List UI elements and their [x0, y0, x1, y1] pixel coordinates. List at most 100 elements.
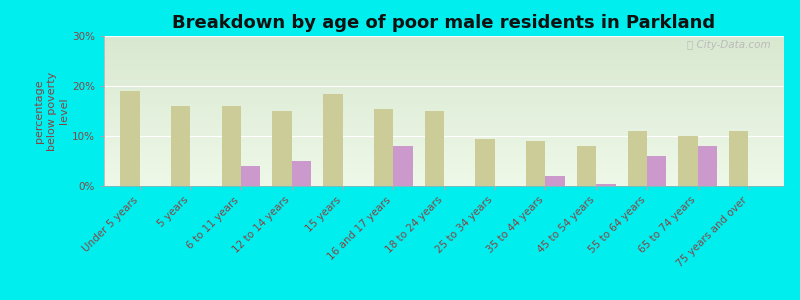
Bar [104, 135, 784, 136]
Bar [104, 102, 784, 104]
Bar [425, 111, 444, 186]
Bar [104, 74, 784, 75]
Bar [104, 110, 784, 111]
Bar [104, 64, 784, 66]
Text: Ⓢ City-Data.com: Ⓢ City-Data.com [686, 40, 770, 50]
Bar [104, 167, 784, 168]
Bar [546, 176, 565, 186]
Bar [104, 46, 784, 48]
Bar [104, 36, 784, 38]
Bar [104, 171, 784, 172]
Bar [104, 42, 784, 44]
Bar [104, 153, 784, 154]
Bar [104, 132, 784, 134]
Bar [104, 84, 784, 86]
Y-axis label: percentage
below poverty
level: percentage below poverty level [34, 71, 69, 151]
Bar [104, 129, 784, 130]
Bar [104, 88, 784, 90]
Bar [104, 148, 784, 150]
Bar [104, 51, 784, 52]
Bar [104, 45, 784, 46]
Bar [577, 146, 596, 186]
Bar [104, 172, 784, 174]
Bar [104, 48, 784, 50]
Bar [104, 169, 784, 171]
Bar [104, 126, 784, 128]
Bar [104, 174, 784, 176]
Bar [104, 93, 784, 94]
Bar [104, 177, 784, 178]
Bar [104, 128, 784, 129]
Bar [104, 80, 784, 81]
Bar [104, 164, 784, 165]
Bar [273, 111, 292, 186]
Bar [104, 87, 784, 88]
Bar [374, 109, 394, 186]
Bar [104, 134, 784, 135]
Bar [104, 182, 784, 183]
Bar [104, 94, 784, 96]
Bar [104, 146, 784, 147]
Bar [104, 100, 784, 102]
Bar [241, 166, 260, 186]
Bar [104, 136, 784, 138]
Bar [104, 61, 784, 63]
Bar [104, 162, 784, 164]
Bar [104, 184, 784, 186]
Bar [104, 56, 784, 57]
Bar [628, 131, 647, 186]
Bar [104, 44, 784, 45]
Title: Breakdown by age of poor male residents in Parkland: Breakdown by age of poor male residents … [173, 14, 715, 32]
Bar [104, 70, 784, 72]
Bar [104, 60, 784, 61]
Bar [222, 106, 241, 186]
Bar [104, 158, 784, 159]
Bar [104, 92, 784, 93]
Bar [526, 141, 546, 186]
Bar [323, 94, 342, 186]
Bar [104, 72, 784, 74]
Bar [171, 106, 190, 186]
Bar [104, 106, 784, 108]
Bar [104, 159, 784, 160]
Bar [104, 111, 784, 112]
Bar [596, 184, 615, 186]
Bar [104, 117, 784, 118]
Bar [104, 57, 784, 58]
Bar [104, 54, 784, 56]
Bar [104, 123, 784, 124]
Bar [104, 75, 784, 76]
Bar [104, 118, 784, 120]
Bar [104, 147, 784, 148]
Bar [104, 140, 784, 141]
Bar [104, 68, 784, 69]
Bar [104, 63, 784, 64]
Bar [678, 136, 698, 186]
Bar [104, 178, 784, 180]
Bar [104, 180, 784, 182]
Bar [104, 176, 784, 177]
Bar [729, 131, 749, 186]
Bar [104, 124, 784, 126]
Bar [104, 150, 784, 152]
Bar [104, 116, 784, 117]
Bar [475, 139, 494, 186]
Bar [104, 98, 784, 99]
Bar [104, 81, 784, 82]
Bar [104, 144, 784, 146]
Bar [104, 160, 784, 162]
Bar [104, 99, 784, 100]
Bar [104, 50, 784, 51]
Bar [104, 141, 784, 142]
Bar [104, 168, 784, 170]
Bar [104, 39, 784, 40]
Bar [698, 146, 717, 186]
Bar [104, 114, 784, 116]
Bar [104, 138, 784, 140]
Bar [104, 38, 784, 39]
Bar [394, 146, 413, 186]
Bar [647, 156, 666, 186]
Bar [104, 90, 784, 92]
Bar [104, 183, 784, 184]
Bar [104, 165, 784, 166]
